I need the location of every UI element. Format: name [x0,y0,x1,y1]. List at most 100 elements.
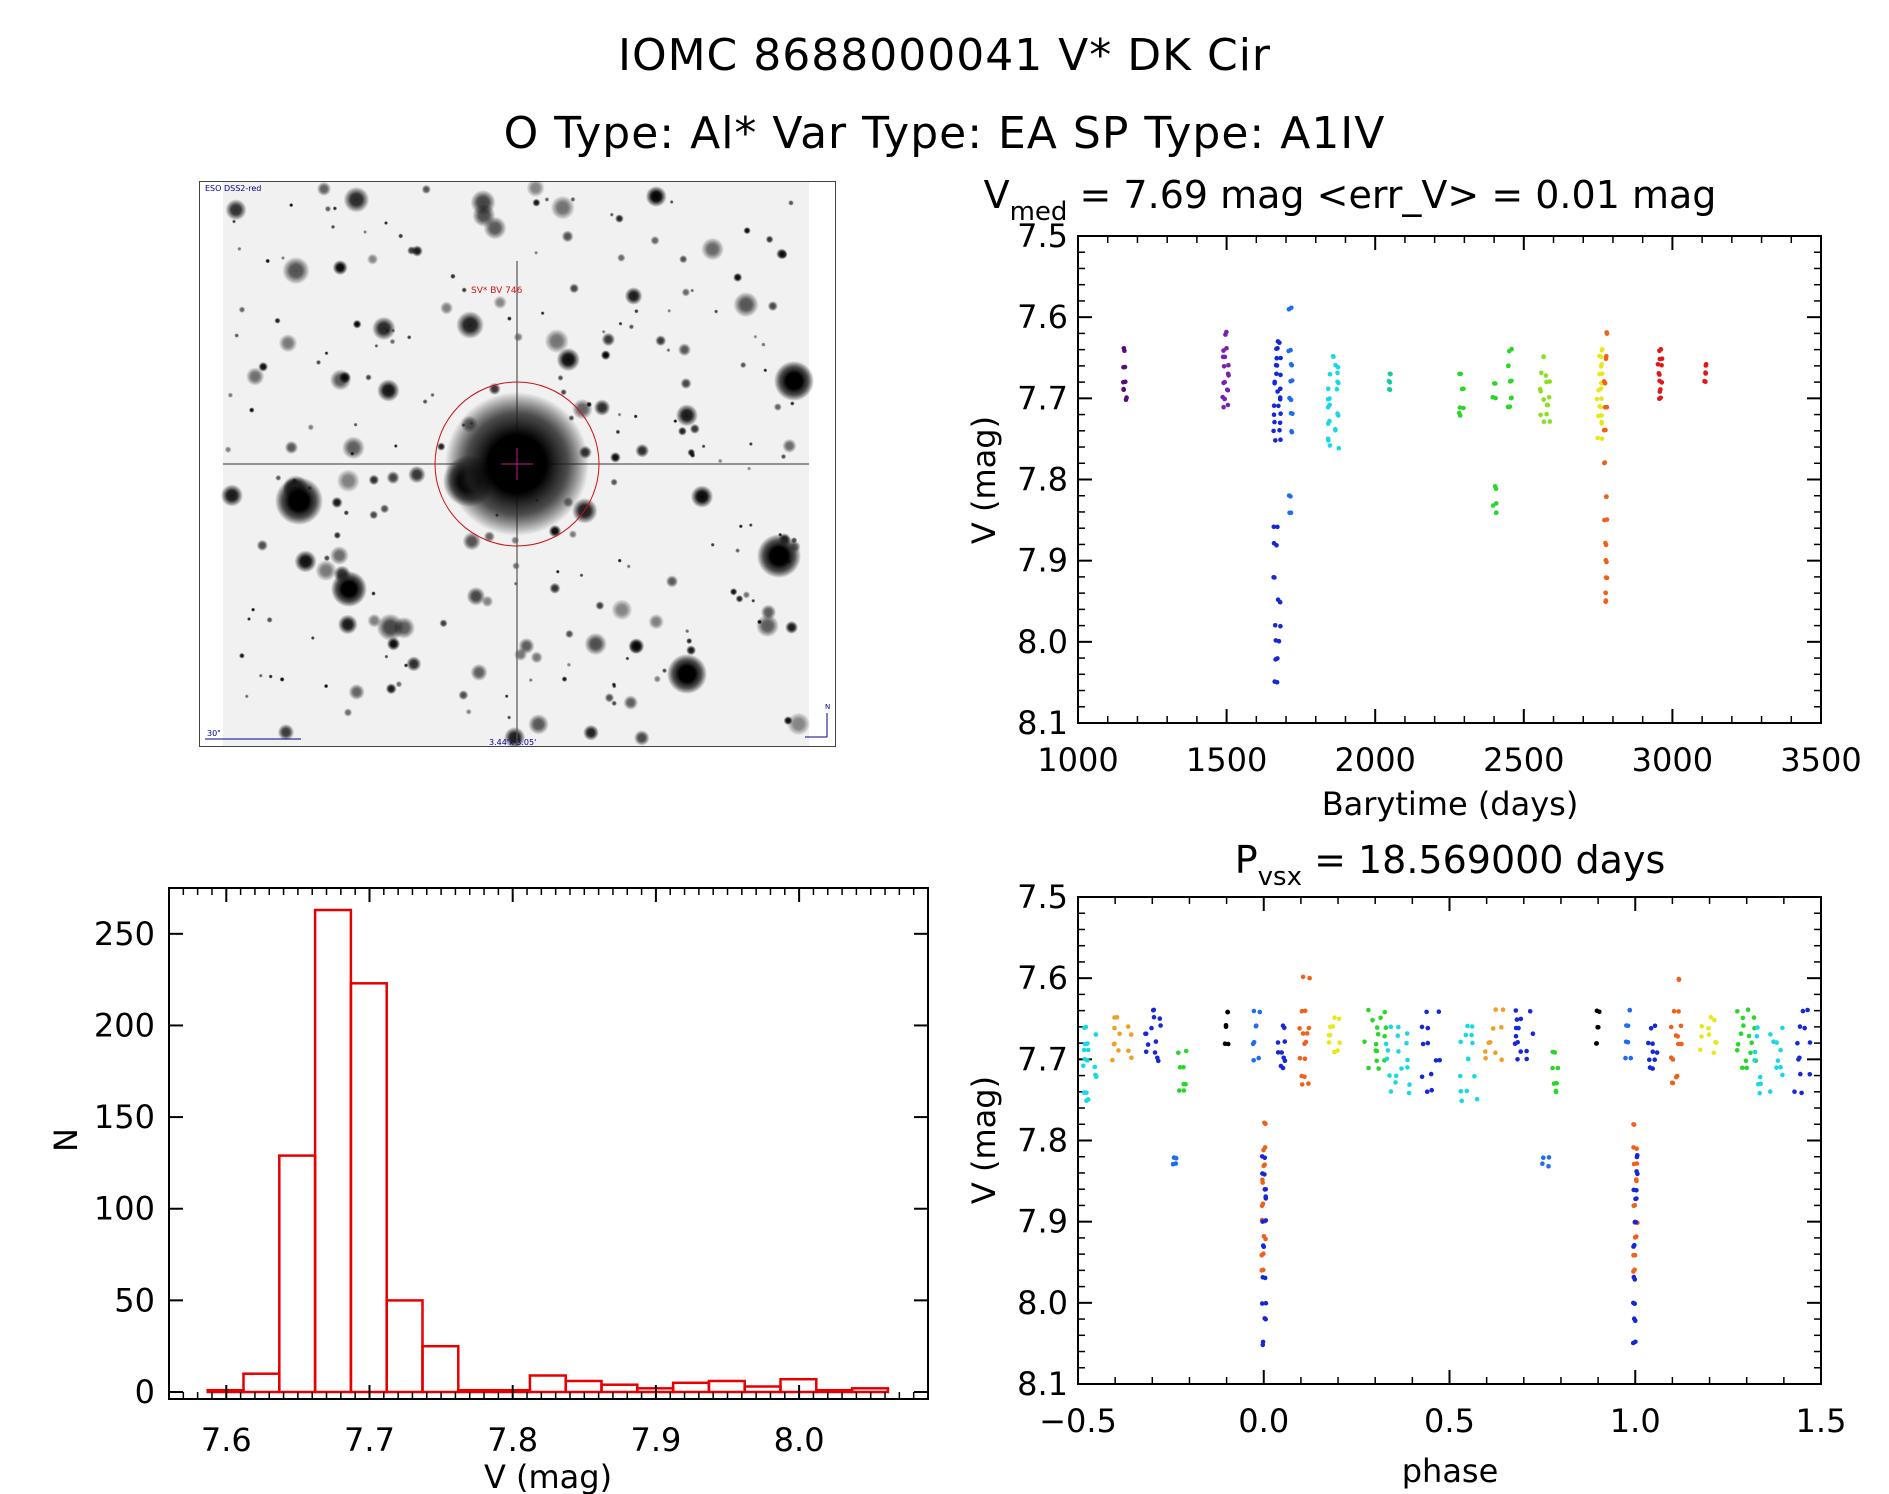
phased-point [1263,1194,1268,1199]
sky-star [384,654,389,659]
phased-point [1743,1058,1749,1064]
sky-star [611,700,617,707]
histogram-y-tick-label: 150 [94,1098,155,1136]
phased-point [1225,1041,1231,1047]
sky-star [421,184,431,195]
phased-point [1627,1007,1632,1013]
phased-point [1117,1031,1122,1037]
lightcurve-point [1224,329,1229,335]
lightcurve-point [1598,364,1604,369]
sky-star [628,638,645,655]
phased-point [1527,1009,1533,1014]
lightcurve-point [1278,437,1283,443]
phased-point [1393,1073,1399,1079]
sky-star [227,392,234,398]
sky-star [783,716,793,726]
phased-point [1632,1252,1638,1258]
phased-point [1767,1089,1773,1094]
phased-point [1634,1178,1639,1184]
phased-point [1257,1009,1263,1015]
lightcurve-point [1493,501,1499,506]
phased-point [1594,1041,1599,1046]
sky-star [735,594,744,603]
sky-star [610,452,621,463]
lightcurve-point [1596,387,1601,393]
sky-star [650,235,660,246]
sky-star [265,258,271,264]
lightcurve-point [1703,363,1709,368]
phased-point [1674,1073,1680,1079]
lightcurve-point [1493,510,1499,516]
lightcurve-point [1326,438,1331,443]
phased-point [1262,1145,1268,1150]
phased-point [1774,1040,1779,1045]
sky-star [748,442,753,446]
phased-x-tick-label: 0.0 [1238,1402,1289,1440]
sky-star [675,404,698,427]
phased-point [1085,1047,1091,1053]
sky-star [466,586,486,606]
sky-star [579,573,584,578]
phased-point [1251,1058,1256,1063]
histogram-bar [278,1154,317,1394]
phased-y-tick-label: 8.0 [1017,1284,1068,1322]
histogram-y-tick-label: 250 [94,915,155,953]
lightcurve-point [1658,387,1663,392]
sky-star [548,524,562,538]
sky-star [751,598,756,603]
sky-star [268,674,273,679]
phased-point [1670,1080,1676,1086]
phased-point [1623,1055,1628,1061]
lightcurve-point [1703,362,1709,367]
phased-point [1706,1026,1711,1031]
phased-point [1143,1049,1149,1055]
phased-y-tick-label: 7.8 [1017,1122,1068,1160]
phased-point [1513,1008,1519,1013]
histogram-bar [528,1374,567,1394]
phased-point [1780,1072,1785,1078]
phased-point [1281,1055,1286,1061]
phased-point [1634,1169,1639,1174]
phased-point [1406,1090,1412,1096]
phased-point [1081,1047,1087,1053]
phased-point [1404,1031,1410,1036]
lightcurve-point [1544,379,1549,385]
sky-star [294,550,317,573]
lightcurve-point [1604,353,1609,359]
lightcurve-point [1336,445,1342,451]
phased-point [1128,1032,1134,1037]
phased-point [1635,1153,1640,1158]
phased-point [1223,1024,1229,1029]
histogram-xlabel: V (mag) [484,1458,612,1494]
sky-star [733,272,743,282]
phased-point [1632,1219,1638,1225]
lightcurve-point [1327,396,1332,401]
sky-star [350,451,355,456]
phased-point [1262,1316,1267,1321]
lightcurve-point [1388,371,1393,377]
lightcurve-point [1541,354,1546,359]
phased-point [1129,1055,1134,1061]
phased-point [1673,1033,1679,1038]
phased-point [1751,1015,1757,1020]
phased-point [1741,1023,1746,1028]
lightcurve-point [1288,410,1294,416]
sky-star [439,619,448,628]
phased-point [1259,1301,1265,1306]
sky-star [757,534,801,578]
phased-point [1650,1049,1656,1054]
phased-point [1250,1041,1256,1047]
lightcurve-point [1598,380,1604,386]
sky-star [729,588,738,596]
lightcurve-point [1604,517,1610,522]
lightcurve-point [1602,460,1607,466]
sky-star [365,374,372,381]
lightcurve-point [1657,348,1662,354]
lightcurve-point [1658,395,1663,401]
lightcurve-point [1461,405,1466,411]
lightcurve-point [1330,353,1336,359]
compass-north-label: N [825,703,830,711]
phased-point [1425,1025,1431,1031]
lightcurve-point [1277,420,1283,426]
lightcurve-point [1222,379,1227,385]
